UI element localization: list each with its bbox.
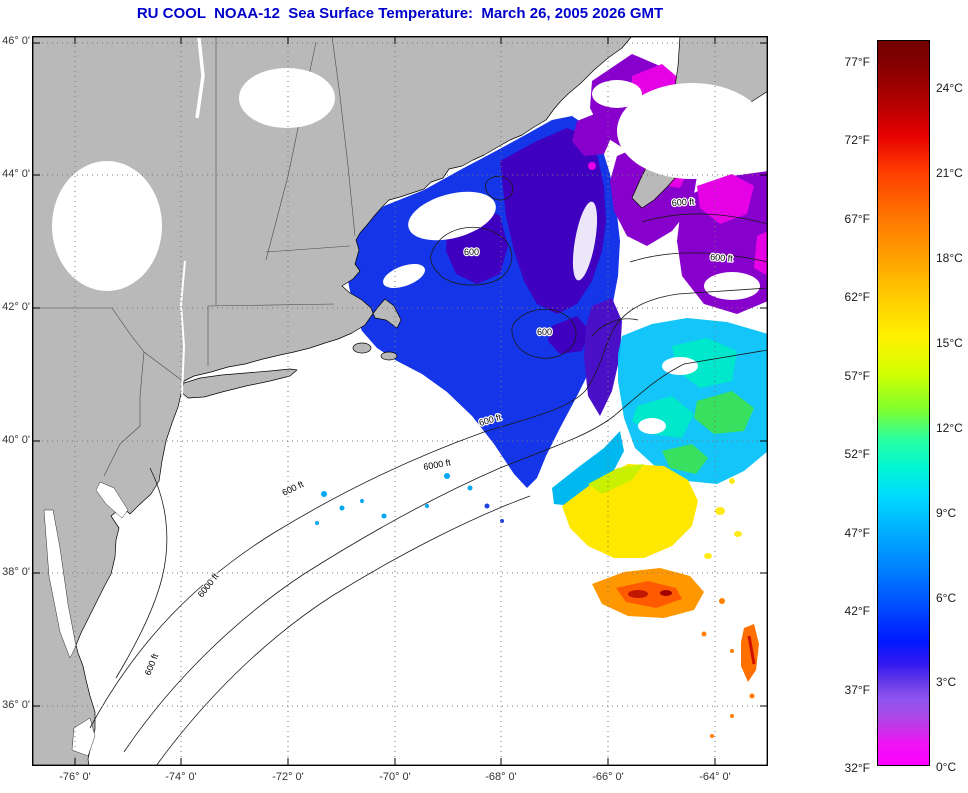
lon-tick-label: -64° 0' <box>699 771 731 783</box>
mainland-coast <box>31 35 633 767</box>
long-island <box>180 368 298 399</box>
delaware-bay <box>95 481 129 519</box>
grid-layer <box>32 36 768 766</box>
marthas-vineyard <box>352 342 372 354</box>
pamlico-sound <box>71 717 96 757</box>
colorbar-gradient <box>878 41 929 765</box>
contour-label: 600 ft <box>710 252 734 264</box>
fahrenheit-tick-label: 72°F <box>844 133 870 147</box>
celsius-tick-label: 6°C <box>936 591 957 605</box>
fahrenheit-tick-label: 52°F <box>844 447 870 461</box>
sst-map-canvas: 600 600 600 ft 600 ft 600 ft 6000 ft 600… <box>31 35 769 767</box>
celsius-tick-label: 15°C <box>936 336 963 350</box>
fahrenheit-tick-label: 47°F <box>844 526 870 540</box>
celsius-tick-label: 12°C <box>936 421 963 435</box>
lon-tick-label: -70° 0' <box>379 771 411 783</box>
lat-tick-label: 38° 0' <box>2 566 30 578</box>
lat-tick-label: 40° 0' <box>2 434 30 446</box>
lon-tick-label: -66° 0' <box>592 771 624 783</box>
fahrenheit-tick-label: 62°F <box>844 290 870 304</box>
fahrenheit-tick-label: 57°F <box>844 369 870 383</box>
contour-label: 600 ft <box>671 196 695 208</box>
contour-label: 600 <box>464 247 479 257</box>
chesapeake-bay <box>43 509 77 659</box>
colorbar <box>877 40 930 766</box>
map-title: RU COOL NOAA-12 Sea Surface Temperature:… <box>136 5 664 22</box>
lat-tick-label: 46° 0' <box>2 35 30 47</box>
celsius-tick-label: 24°C <box>936 81 963 95</box>
bays-rivers <box>43 37 205 757</box>
lon-tick-label: -72° 0' <box>272 771 304 783</box>
lon-tick-label: -68° 0' <box>485 771 517 783</box>
contour-label: 600 <box>537 327 552 337</box>
fahrenheit-tick-label: 32°F <box>844 761 870 775</box>
celsius-tick-label: 9°C <box>936 506 957 520</box>
lon-tick-label: -74° 0' <box>165 771 197 783</box>
celsius-tick-label: 0°C <box>936 760 957 774</box>
nantucket <box>380 351 398 361</box>
lat-tick-label: 36° 0' <box>2 699 30 711</box>
celsius-tick-label: 21°C <box>936 166 963 180</box>
fahrenheit-tick-label: 42°F <box>844 604 870 618</box>
lon-tick-label: -76° 0' <box>59 771 91 783</box>
axis-frame <box>31 35 768 766</box>
lat-tick-label: 44° 0' <box>2 168 30 180</box>
sst-map: 600 600 600 ft 600 ft 600 ft 6000 ft 600… <box>31 35 769 767</box>
lake-champlain <box>195 37 205 119</box>
celsius-tick-label: 18°C <box>936 251 963 265</box>
lat-tick-label: 42° 0' <box>2 301 30 313</box>
fahrenheit-tick-label: 77°F <box>844 55 870 69</box>
fahrenheit-tick-label: 67°F <box>844 212 870 226</box>
hudson-river <box>179 260 186 395</box>
fahrenheit-tick-label: 37°F <box>844 683 870 697</box>
axis-ticks <box>32 36 768 766</box>
celsius-tick-label: 3°C <box>936 675 957 689</box>
